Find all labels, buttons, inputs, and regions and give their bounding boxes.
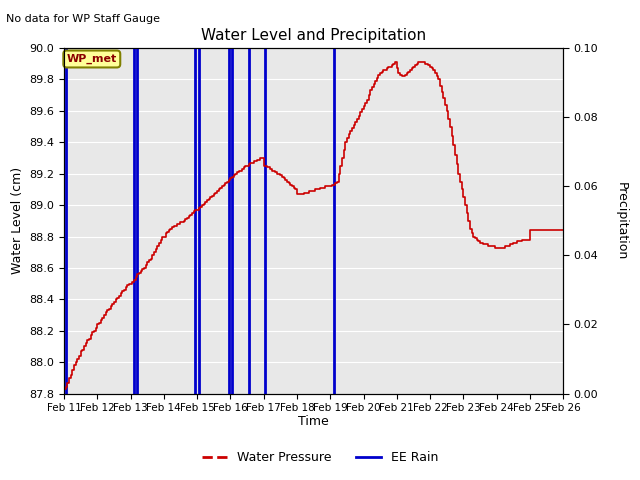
Text: No data for WP Staff Gauge: No data for WP Staff Gauge (6, 14, 161, 24)
Title: Water Level and Precipitation: Water Level and Precipitation (201, 28, 426, 43)
Y-axis label: Precipitation: Precipitation (615, 181, 628, 260)
Text: WP_met: WP_met (67, 54, 117, 64)
X-axis label: Time: Time (298, 415, 329, 428)
Y-axis label: Water Level (cm): Water Level (cm) (11, 167, 24, 275)
Legend: Water Pressure, EE Rain: Water Pressure, EE Rain (196, 446, 444, 469)
